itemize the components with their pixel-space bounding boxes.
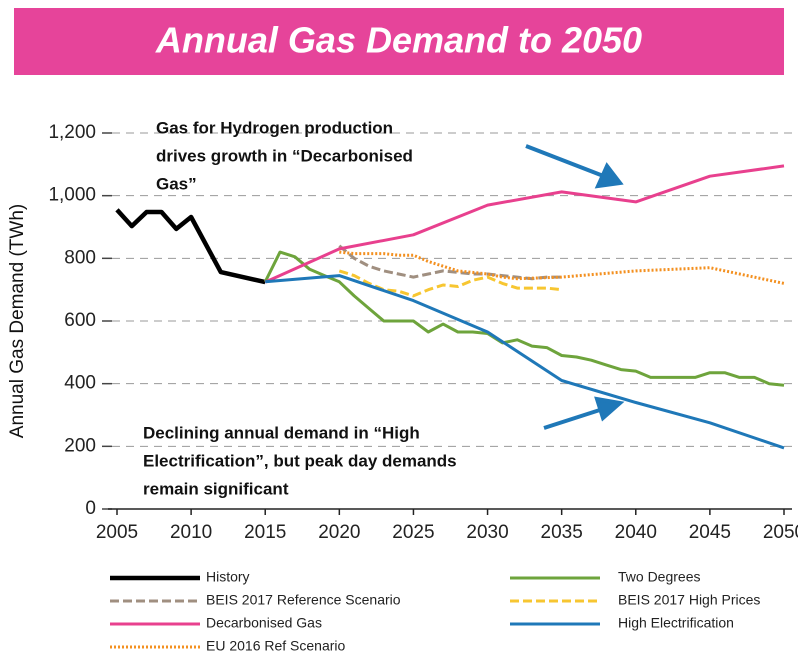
- y-axis-label: Annual Gas Demand (TWh): [7, 204, 28, 438]
- legend-label: BEIS 2017 High Prices: [618, 592, 760, 608]
- series-line: [339, 250, 785, 285]
- annotation: Declining annual demand in “High: [143, 423, 420, 442]
- x-tick-label: 2045: [689, 522, 731, 543]
- legend-label: History: [206, 569, 250, 585]
- series-line: [265, 274, 785, 450]
- x-tick-label: 2040: [615, 522, 657, 543]
- series-line: [338, 244, 562, 281]
- grid: 0 200 400 600 800 1,000 1,200 2005 2010 2015 2020 2…: [48, 122, 798, 543]
- arrow: [543, 406, 607, 430]
- x-tick-label: 2025: [392, 522, 434, 543]
- series-line: [263, 250, 785, 387]
- y-tick-label: 1,200: [48, 122, 96, 143]
- y-tick-label: 800: [64, 247, 96, 268]
- annotation: Gas”: [156, 174, 197, 193]
- y-tick-label: 200: [64, 435, 96, 456]
- series-line: [115, 208, 266, 285]
- y-tick-label: 1,000: [48, 185, 96, 206]
- plot: [115, 164, 785, 450]
- x-tick-label: 2010: [170, 522, 212, 543]
- annotations: Gas for Hydrogen production drives growth…: [143, 118, 457, 498]
- x-tick-label: 2015: [244, 522, 286, 543]
- annotation: drives growth in “Decarbonised: [156, 146, 413, 165]
- series-line: [264, 164, 785, 284]
- arrow: [525, 144, 607, 179]
- arrow-head: [594, 396, 625, 422]
- legend-label: High Electrification: [618, 615, 734, 631]
- legend-label: Decarbonised Gas: [206, 615, 322, 631]
- legend-label: BEIS 2017 Reference Scenario: [206, 592, 401, 608]
- annotation: Gas for Hydrogen production: [156, 118, 393, 137]
- legend: History Two Degrees BEIS 2017 Reference Sc…: [110, 569, 760, 654]
- y-tick-label: 0: [85, 498, 96, 519]
- x-tick-label: 2005: [96, 522, 138, 543]
- annotation: Electrification”, but peak day demands: [143, 451, 457, 470]
- arrow-head: [594, 162, 624, 189]
- x-tick-label: 2030: [466, 522, 508, 543]
- x-tick-label: 2020: [318, 522, 360, 543]
- y-tick-label: 600: [64, 310, 96, 331]
- y-tick-label: 400: [64, 373, 96, 394]
- series-line: [338, 269, 562, 298]
- legend-label: Two Degrees: [618, 569, 700, 585]
- legend-label: EU 2016 Ref Scenario: [206, 638, 346, 654]
- arrows: [525, 144, 625, 430]
- x-tick-label: 2035: [541, 522, 583, 543]
- annotation: remain significant: [143, 479, 289, 498]
- x-tick-label: 2050: [763, 522, 798, 543]
- chart-title: Annual Gas Demand to 2050: [155, 20, 642, 61]
- title-banner: [14, 8, 784, 75]
